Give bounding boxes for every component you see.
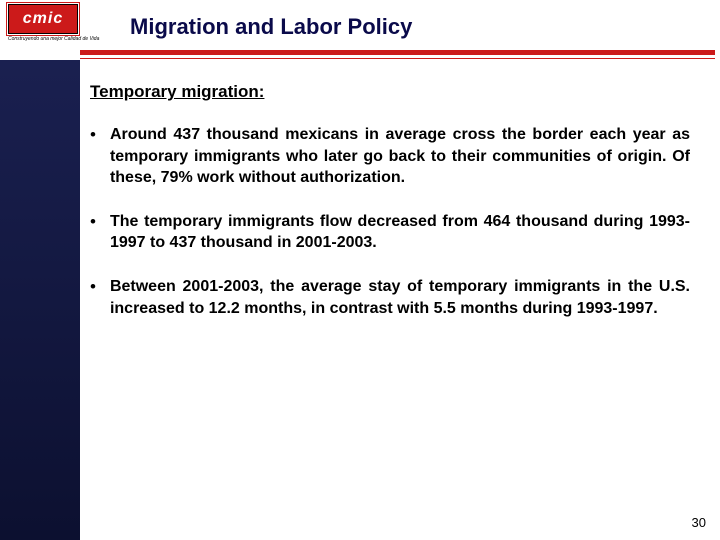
list-item: • Around 437 thousand mexicans in averag…	[90, 124, 690, 189]
bullet-text: The temporary immigrants flow decreased …	[110, 211, 690, 254]
content-area: Temporary migration: • Around 437 thousa…	[90, 82, 690, 341]
bullet-text: Between 2001-2003, the average stay of t…	[110, 276, 690, 319]
header: cmic Construyendo una mejor Calidad de V…	[0, 0, 720, 60]
page-title: Migration and Labor Policy	[130, 14, 412, 40]
bullet-icon: •	[90, 211, 96, 234]
bullet-icon: •	[90, 124, 96, 147]
title-underline	[80, 50, 715, 59]
logo-text: cmic	[8, 4, 78, 34]
cmic-logo: cmic Construyendo una mejor Calidad de V…	[8, 4, 103, 52]
section-subtitle: Temporary migration:	[90, 82, 690, 102]
left-sidebar	[0, 60, 80, 540]
page-number: 30	[692, 515, 706, 530]
logo-tagline: Construyendo una mejor Calidad de Vida	[8, 36, 103, 42]
bullet-text: Around 437 thousand mexicans in average …	[110, 124, 690, 189]
bullet-icon: •	[90, 276, 96, 299]
list-item: • The temporary immigrants flow decrease…	[90, 211, 690, 254]
list-item: • Between 2001-2003, the average stay of…	[90, 276, 690, 319]
bullet-list: • Around 437 thousand mexicans in averag…	[90, 124, 690, 319]
